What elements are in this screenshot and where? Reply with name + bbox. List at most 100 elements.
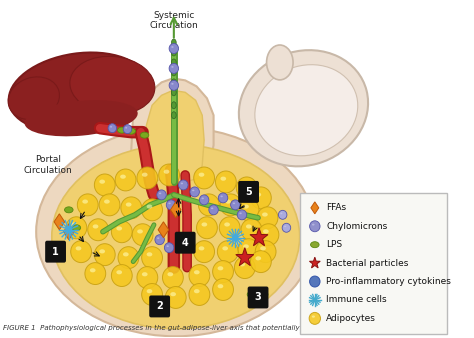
Ellipse shape: [172, 102, 176, 109]
Circle shape: [169, 44, 179, 53]
PathPatch shape: [131, 78, 214, 185]
Ellipse shape: [224, 222, 230, 226]
Circle shape: [165, 287, 186, 308]
Circle shape: [137, 267, 158, 289]
Ellipse shape: [126, 202, 131, 207]
Circle shape: [189, 265, 210, 287]
Ellipse shape: [243, 204, 249, 209]
Ellipse shape: [172, 79, 176, 86]
Circle shape: [218, 241, 238, 263]
Ellipse shape: [36, 127, 315, 336]
Ellipse shape: [72, 225, 81, 231]
Circle shape: [155, 235, 164, 245]
Ellipse shape: [71, 222, 77, 226]
Circle shape: [231, 200, 240, 210]
Ellipse shape: [8, 77, 59, 120]
Ellipse shape: [166, 245, 169, 247]
Circle shape: [77, 194, 98, 216]
Text: 3: 3: [255, 292, 262, 303]
Circle shape: [216, 171, 237, 193]
Ellipse shape: [255, 193, 261, 197]
Circle shape: [163, 267, 183, 289]
Ellipse shape: [82, 199, 88, 204]
Polygon shape: [311, 202, 319, 214]
Ellipse shape: [260, 246, 266, 250]
Circle shape: [310, 221, 320, 232]
Ellipse shape: [140, 132, 149, 138]
Circle shape: [85, 263, 106, 285]
Circle shape: [237, 210, 246, 220]
Ellipse shape: [25, 100, 137, 136]
Text: Systemic
Circulation: Systemic Circulation: [149, 11, 198, 30]
Circle shape: [213, 261, 234, 283]
Ellipse shape: [262, 212, 268, 217]
Ellipse shape: [172, 39, 176, 46]
Ellipse shape: [93, 224, 99, 228]
Ellipse shape: [312, 224, 315, 225]
Ellipse shape: [90, 268, 96, 272]
Ellipse shape: [225, 199, 231, 204]
Ellipse shape: [233, 202, 235, 204]
Ellipse shape: [172, 112, 176, 119]
Circle shape: [189, 284, 210, 306]
Text: 4: 4: [182, 238, 189, 248]
Ellipse shape: [100, 179, 105, 184]
Circle shape: [111, 221, 132, 243]
Ellipse shape: [201, 197, 204, 199]
Ellipse shape: [220, 176, 226, 181]
Text: 1: 1: [52, 247, 59, 257]
Circle shape: [166, 200, 176, 210]
Circle shape: [282, 223, 291, 232]
Circle shape: [159, 164, 180, 186]
Ellipse shape: [167, 272, 173, 276]
Ellipse shape: [199, 173, 204, 177]
Ellipse shape: [123, 252, 128, 257]
Ellipse shape: [222, 246, 228, 250]
Ellipse shape: [137, 230, 143, 234]
Ellipse shape: [243, 244, 249, 248]
Circle shape: [255, 241, 276, 263]
Circle shape: [257, 207, 278, 229]
Ellipse shape: [9, 52, 148, 132]
Polygon shape: [310, 257, 320, 268]
Circle shape: [199, 194, 219, 216]
Ellipse shape: [172, 89, 176, 96]
Polygon shape: [64, 224, 74, 240]
Circle shape: [250, 187, 271, 209]
Polygon shape: [171, 202, 181, 218]
Text: Portal
Circulation: Portal Circulation: [24, 155, 73, 175]
Ellipse shape: [247, 291, 255, 297]
Ellipse shape: [266, 45, 293, 80]
Circle shape: [241, 219, 262, 241]
Ellipse shape: [218, 284, 223, 288]
Ellipse shape: [171, 66, 173, 68]
Text: Bacterial particles: Bacterial particles: [326, 259, 409, 268]
Circle shape: [142, 247, 163, 269]
Ellipse shape: [76, 246, 82, 250]
Ellipse shape: [146, 289, 152, 293]
Circle shape: [115, 169, 136, 191]
Polygon shape: [236, 248, 254, 266]
Circle shape: [94, 174, 115, 196]
Circle shape: [71, 241, 91, 263]
Circle shape: [238, 239, 259, 261]
Ellipse shape: [116, 270, 122, 274]
Text: Pro-inflammatory cytokines: Pro-inflammatory cytokines: [326, 277, 451, 286]
Ellipse shape: [110, 126, 112, 128]
Circle shape: [219, 217, 240, 239]
Ellipse shape: [310, 242, 319, 248]
Text: FFAs: FFAs: [326, 203, 346, 212]
Ellipse shape: [157, 237, 159, 239]
FancyBboxPatch shape: [247, 287, 268, 308]
Text: Chylomicrons: Chylomicrons: [326, 222, 387, 231]
FancyBboxPatch shape: [149, 295, 170, 317]
Circle shape: [137, 167, 158, 189]
Ellipse shape: [220, 195, 223, 197]
Ellipse shape: [312, 315, 315, 318]
Circle shape: [190, 187, 200, 197]
Ellipse shape: [120, 175, 126, 179]
Circle shape: [179, 180, 188, 190]
Ellipse shape: [211, 208, 213, 209]
Circle shape: [197, 217, 218, 239]
Ellipse shape: [172, 69, 176, 76]
